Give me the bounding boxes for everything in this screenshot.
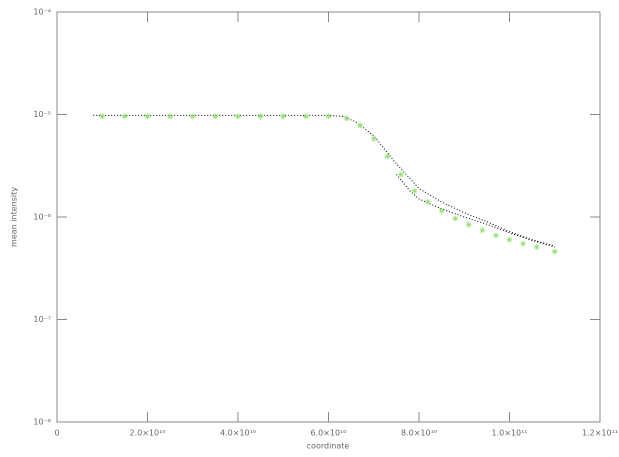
data-point xyxy=(506,236,513,243)
x-axis-label: coordinate xyxy=(307,442,350,451)
x-tick-label: 0 xyxy=(54,429,59,438)
x-tick-label: 1.2×10¹¹ xyxy=(582,429,618,438)
x-tick-label: 1.0×10¹¹ xyxy=(491,429,527,438)
data-point xyxy=(357,122,364,129)
data-point xyxy=(533,243,540,250)
data-line xyxy=(93,114,555,247)
plot-frame xyxy=(56,11,601,423)
data-line xyxy=(395,174,555,248)
data-point xyxy=(257,113,264,120)
data-point xyxy=(465,221,472,228)
data-point xyxy=(280,113,287,120)
data-point xyxy=(99,113,106,120)
data-point xyxy=(438,207,445,214)
x-tick-label: 6.0×10¹⁰ xyxy=(310,429,346,438)
data-point xyxy=(551,248,558,255)
y-axis-label: mean intensity xyxy=(10,187,19,247)
data-point xyxy=(343,115,350,122)
data-point xyxy=(121,113,128,120)
x-tick-label: 4.0×10¹⁰ xyxy=(220,429,256,438)
data-point xyxy=(479,227,486,234)
data-point xyxy=(212,113,219,120)
data-point xyxy=(370,135,377,142)
data-point xyxy=(144,113,151,120)
data-point xyxy=(397,171,404,178)
data-point xyxy=(492,232,499,239)
data-point xyxy=(325,113,332,120)
y-tick-label: 10⁻⁵ xyxy=(33,110,51,119)
data-point xyxy=(235,113,241,120)
data-point xyxy=(384,153,391,160)
data-point xyxy=(302,113,309,120)
data-point xyxy=(425,199,432,206)
x-tick-label: 8.0×10¹⁰ xyxy=(401,429,437,438)
y-tick-label: 10⁻⁴ xyxy=(33,8,51,17)
data-point xyxy=(452,215,459,222)
data-point xyxy=(520,240,527,247)
y-tick-label: 10⁻⁸ xyxy=(33,418,51,427)
data-point xyxy=(167,113,174,120)
data-point xyxy=(411,187,418,194)
y-tick-label: 10⁻⁷ xyxy=(33,315,51,324)
data-point xyxy=(189,113,196,120)
x-tick-label: 2.0×10¹⁰ xyxy=(129,429,165,438)
y-tick-label: 10⁻⁶ xyxy=(33,213,51,222)
